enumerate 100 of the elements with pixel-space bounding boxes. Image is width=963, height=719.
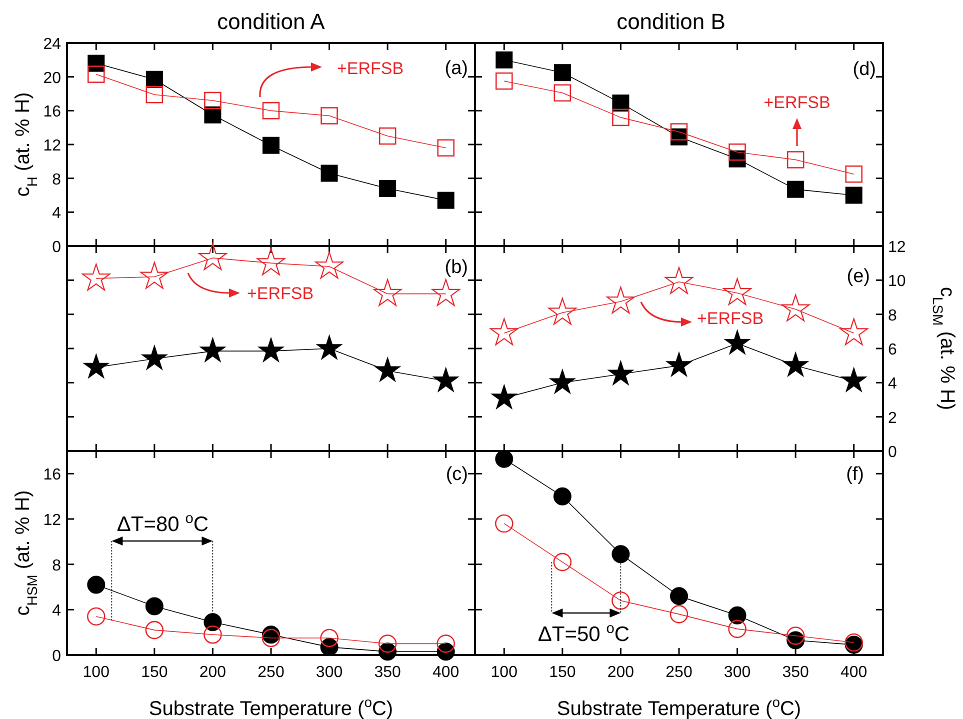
- annotation: (d): [852, 59, 876, 80]
- y-tick-label: 4: [52, 602, 62, 620]
- point: [553, 487, 572, 506]
- point: [490, 384, 518, 410]
- point: [373, 278, 402, 306]
- x-tick-label: 350: [374, 664, 402, 681]
- point: [670, 587, 688, 606]
- point: [612, 94, 630, 112]
- point: [840, 318, 868, 346]
- point: [374, 356, 402, 382]
- point: [612, 591, 630, 610]
- point: [554, 64, 571, 82]
- y-tick-label: 4: [888, 376, 897, 393]
- x-tick-label: 200: [199, 664, 226, 681]
- point: [198, 243, 227, 270]
- point: [82, 352, 110, 379]
- chart-title: condition A: [217, 9, 326, 34]
- point: [378, 127, 396, 145]
- point: [728, 620, 746, 638]
- point: [845, 165, 863, 183]
- y-tick-label: 8: [52, 171, 62, 188]
- y-tick-label: 4: [52, 205, 62, 222]
- point: [728, 606, 746, 624]
- annotation: ΔT=50 $^{o}$C: [538, 621, 630, 646]
- y-tick-label: 2: [888, 410, 897, 427]
- point: [786, 626, 805, 645]
- point: [146, 86, 164, 104]
- point: [320, 638, 338, 656]
- annotation: (e): [846, 266, 870, 287]
- point: [87, 576, 106, 594]
- x-tick-label: 100: [82, 664, 110, 681]
- point: [845, 186, 862, 204]
- x-tick-label: 100: [490, 664, 518, 681]
- point: [204, 92, 222, 110]
- point: [145, 597, 164, 616]
- point: [612, 545, 630, 564]
- point: [607, 360, 634, 386]
- point: [432, 278, 460, 306]
- chart-title: condition B: [616, 9, 726, 34]
- point: [437, 192, 454, 209]
- x-tick-label: 400: [432, 664, 460, 681]
- y-tick-label: 20: [43, 70, 62, 87]
- x-tick-label: 350: [782, 664, 810, 681]
- x-axis-title: Substrate Temperature ($^{o}$C): [148, 694, 394, 719]
- y-tick-label: 0: [52, 239, 62, 256]
- point: [782, 351, 810, 378]
- point: [256, 248, 286, 276]
- point: [495, 450, 514, 468]
- annotation: +ERFSB: [247, 284, 314, 303]
- point: [494, 514, 514, 533]
- point: [553, 552, 572, 572]
- point: [786, 151, 804, 168]
- point: [262, 628, 280, 648]
- point: [204, 106, 222, 124]
- annotation: (f): [846, 464, 864, 485]
- point: [378, 634, 397, 653]
- x-tick-label: 150: [549, 664, 576, 681]
- x-tick-label: 300: [724, 664, 751, 681]
- y-tick-label: 8: [52, 557, 62, 574]
- y-tick-label: 0: [888, 444, 897, 461]
- x-tick-label: 200: [607, 664, 634, 681]
- x-tick-label: 300: [316, 664, 343, 681]
- y-tick-label: 12: [43, 512, 62, 529]
- point: [315, 252, 344, 279]
- point: [723, 278, 752, 306]
- y-tick-label: 16: [43, 104, 62, 121]
- point: [724, 329, 751, 355]
- point: [548, 298, 577, 325]
- y-tick-label: 6: [888, 342, 897, 358]
- y-tick-label: 12: [888, 239, 906, 256]
- point: [840, 366, 868, 393]
- point: [432, 366, 460, 393]
- point: [670, 605, 688, 624]
- point: [670, 123, 688, 140]
- y-tick-label: 24: [43, 36, 62, 53]
- annotation: +ERFSB: [764, 93, 830, 112]
- point: [437, 139, 455, 157]
- point: [548, 368, 576, 394]
- y-tick-label: 8: [888, 307, 897, 324]
- point: [320, 107, 338, 124]
- point: [606, 286, 635, 314]
- annotation: +ERFSB: [337, 59, 404, 78]
- x-tick-label: 250: [666, 664, 692, 681]
- point: [82, 264, 110, 291]
- annotation: (a): [444, 58, 468, 79]
- point: [436, 634, 456, 653]
- point: [204, 613, 222, 632]
- point: [86, 607, 106, 626]
- annotation: ΔT=80 $^{o}$C: [116, 511, 209, 536]
- point: [140, 262, 169, 289]
- point: [664, 267, 694, 294]
- point: [199, 336, 226, 363]
- x-axis-title: Substrate Temperature ($^{o}$C): [556, 694, 802, 719]
- y-tick-label: 10: [888, 273, 906, 290]
- point: [146, 70, 163, 88]
- x-tick-label: 250: [258, 664, 284, 681]
- point: [257, 336, 285, 363]
- point: [316, 334, 343, 360]
- point: [728, 143, 746, 161]
- x-tick-label: 400: [840, 664, 868, 681]
